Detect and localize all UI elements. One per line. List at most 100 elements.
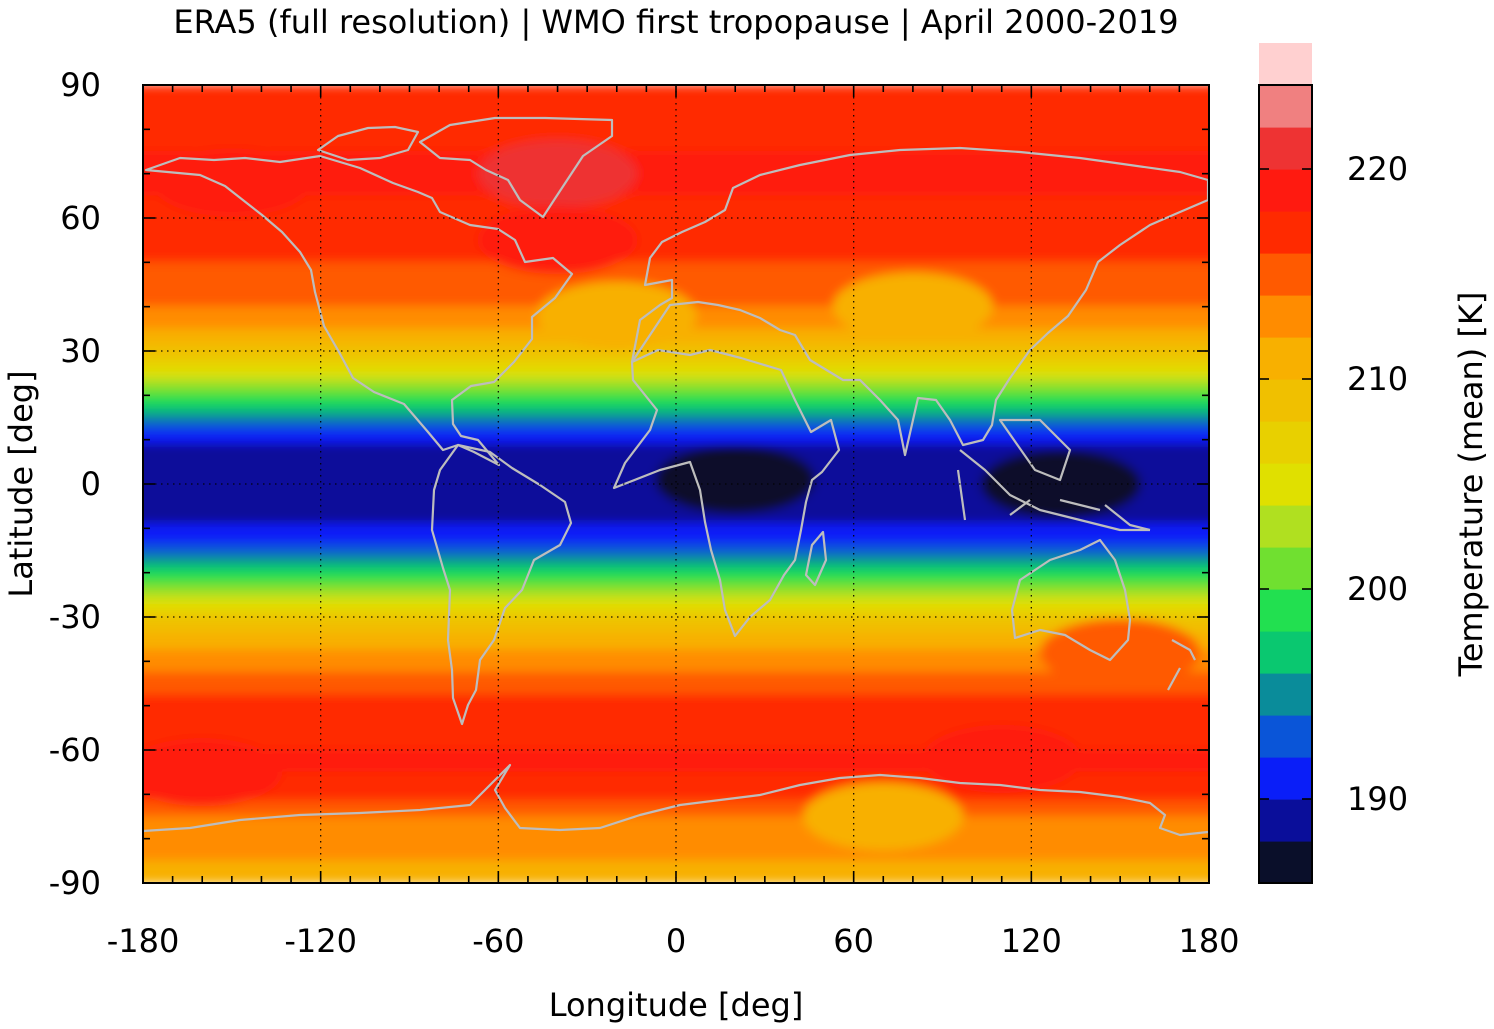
field-band	[143, 188, 1209, 192]
field-band	[143, 722, 1209, 727]
field-band	[143, 600, 1209, 605]
field-band	[143, 124, 1209, 128]
field-band	[143, 718, 1209, 722]
colorbar-swatch	[1259, 757, 1312, 800]
field-band	[143, 217, 1209, 221]
colorbar-swatch	[1259, 673, 1312, 716]
field-band	[143, 184, 1209, 188]
field-band	[143, 796, 1209, 800]
field-band	[143, 736, 1209, 740]
field-band	[143, 787, 1209, 791]
x-tick-label: 180	[1178, 922, 1239, 960]
x-tick-label: -180	[107, 922, 180, 960]
coastline-madagascar	[804, 530, 828, 587]
field-band	[143, 623, 1209, 627]
field-band	[143, 707, 1209, 711]
field-band	[143, 869, 1209, 873]
field-anomaly	[980, 450, 1141, 518]
field-band	[143, 700, 1209, 704]
field-band	[143, 117, 1209, 121]
field-band	[143, 201, 1209, 206]
field-band	[143, 445, 1209, 450]
coastlines	[143, 116, 1209, 837]
field-band	[143, 512, 1209, 516]
field-band	[143, 550, 1209, 554]
field-band	[143, 862, 1209, 866]
x-tick-label: 60	[833, 922, 874, 960]
field-band	[143, 620, 1209, 625]
field-band	[143, 651, 1209, 656]
colorbar-swatch	[1259, 253, 1312, 296]
field-band	[143, 153, 1209, 157]
field-band	[143, 131, 1209, 135]
field-band	[143, 603, 1209, 607]
field-band	[143, 428, 1209, 432]
field-band	[143, 237, 1209, 241]
field-band	[143, 625, 1209, 629]
field-anomaly	[832, 272, 993, 341]
coastline-southeast-asia	[956, 418, 1151, 532]
field-band	[143, 113, 1209, 117]
field-band	[143, 337, 1209, 341]
x-axis-label: Longitude [deg]	[549, 986, 804, 1024]
field-band	[143, 261, 1209, 266]
field-band	[143, 680, 1209, 684]
coastline-greenland	[418, 116, 614, 219]
field-band	[143, 829, 1209, 833]
field-band	[143, 359, 1209, 363]
field-band	[143, 343, 1209, 348]
field-band	[143, 357, 1209, 361]
colorbar-swatch	[1259, 127, 1312, 170]
field-band	[143, 835, 1209, 840]
x-tick-label: 0	[666, 922, 686, 960]
colorbar-swatch	[1259, 841, 1312, 884]
field-band	[143, 248, 1209, 252]
field-band	[143, 405, 1209, 410]
field-band	[143, 784, 1209, 789]
field-band	[143, 855, 1209, 860]
field-band	[143, 567, 1209, 571]
field-band	[143, 581, 1209, 585]
field-band	[143, 164, 1209, 168]
field-band	[143, 793, 1209, 798]
field-band	[143, 146, 1209, 150]
y-tick-label: -30	[49, 598, 101, 636]
field-band	[143, 399, 1209, 403]
field-band	[143, 441, 1209, 445]
field-band	[143, 374, 1209, 379]
field-band	[143, 705, 1209, 709]
field-anomaly	[403, 450, 564, 518]
colorbar-swatch	[1259, 337, 1312, 380]
colorbar-tick-label: 190	[1347, 780, 1408, 818]
field-band	[143, 182, 1209, 186]
y-axis-tick-labels: 90 60 30 0 -30 -60 -90	[49, 66, 101, 902]
field-band	[143, 778, 1209, 782]
field-anomaly	[921, 724, 1082, 793]
colorbar-tick-labels: 190 200 210 220	[1347, 150, 1408, 818]
field-band	[143, 765, 1209, 769]
field-band	[143, 111, 1209, 115]
field-band	[143, 252, 1209, 257]
field-band	[143, 423, 1209, 427]
x-tick-label: -120	[284, 922, 357, 960]
field-band	[143, 729, 1209, 733]
field-band	[143, 190, 1209, 195]
field-band	[143, 820, 1209, 824]
field-band	[143, 530, 1209, 534]
field-band	[143, 128, 1209, 133]
field-band	[143, 740, 1209, 744]
field-anomaly	[151, 148, 312, 217]
field-band	[143, 139, 1209, 144]
field-band	[143, 159, 1209, 164]
field-band	[143, 853, 1209, 857]
coastline-new-zealand	[1167, 639, 1196, 691]
field-band	[143, 195, 1209, 199]
field-band	[143, 135, 1209, 139]
y-tick-label: 0	[81, 465, 101, 503]
field-band	[143, 421, 1209, 425]
field-band	[143, 115, 1209, 119]
field-band	[143, 170, 1209, 175]
field-band	[143, 454, 1209, 458]
field-band	[143, 809, 1209, 813]
